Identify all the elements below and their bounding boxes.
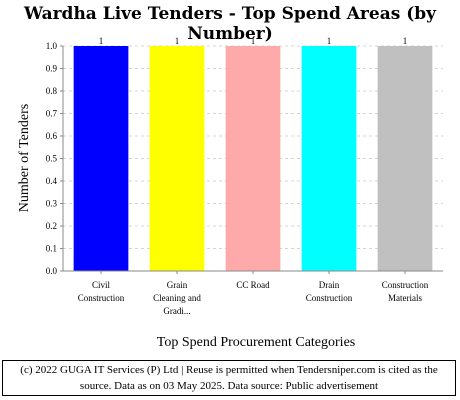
x-tick-label: CC Road <box>236 280 270 290</box>
bar-chart: 1 1 1 1 1 0.0 0.1 0.2 0.3 0.4 0.5 0.6 0.7 0.8 0.9 1.0 C… <box>17 36 443 350</box>
footer-line-1: (c) 2022 GUGA IT Services (P) Ltd | Reus… <box>20 364 438 376</box>
bar <box>301 46 357 271</box>
bar-data-label: 1 <box>403 36 408 46</box>
bar-data-label: 1 <box>251 36 256 46</box>
y-tick-label: 0.2 <box>46 221 57 231</box>
x-tick-label: Drain Construction <box>306 280 353 303</box>
bars: 1 1 1 1 1 <box>73 36 433 271</box>
y-tick-label: 0.7 <box>46 109 58 119</box>
axes: 0.0 0.1 0.2 0.3 0.4 0.5 0.6 0.7 0.8 0.9 1.0 Civil Co… <box>46 41 443 316</box>
footer-line-2: source. Data as on 03 May 2025. Data sou… <box>79 380 379 392</box>
x-axis-label: Top Spend Procurement Categories <box>157 335 355 350</box>
y-axis-label: Number of Tenders <box>17 104 32 212</box>
bar <box>377 46 433 271</box>
y-tick-label: 1.0 <box>46 41 58 51</box>
footer-credit: (c) 2022 GUGA IT Services (P) Ltd | Reus… <box>2 360 456 396</box>
bar-data-label: 1 <box>175 36 180 46</box>
y-tick-label: 0.3 <box>46 199 58 209</box>
bar-data-label: 1 <box>99 36 104 46</box>
y-tick-label: 0.9 <box>46 64 58 74</box>
bar <box>149 46 205 271</box>
bar <box>73 46 129 271</box>
y-tick-label: 0.6 <box>46 131 58 141</box>
y-tick-label: 0.1 <box>46 244 57 254</box>
bar <box>225 46 281 271</box>
y-tick-label: 0.5 <box>46 154 58 164</box>
y-tick-label: 0.0 <box>46 266 58 276</box>
x-tick-label: Construction Materials <box>382 280 429 303</box>
y-tick-label: 0.8 <box>46 86 58 96</box>
chart-title: Wardha Live Tenders - Top Spend Areas (b… <box>23 4 437 44</box>
bar-data-label: 1 <box>327 36 332 46</box>
x-tick-label: Civil Construction <box>78 280 125 303</box>
x-tick-label: Grain Cleaning and Gradi... <box>153 280 201 316</box>
y-tick-label: 0.4 <box>46 176 58 186</box>
